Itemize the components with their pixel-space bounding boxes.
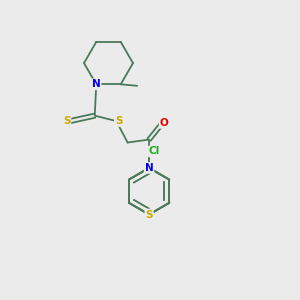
Text: N: N bbox=[145, 163, 154, 173]
Text: S: S bbox=[146, 209, 153, 220]
Text: Cl: Cl bbox=[149, 146, 160, 157]
Text: N: N bbox=[92, 79, 100, 89]
Text: S: S bbox=[115, 116, 122, 126]
Text: S: S bbox=[63, 116, 70, 126]
Text: O: O bbox=[160, 118, 168, 128]
